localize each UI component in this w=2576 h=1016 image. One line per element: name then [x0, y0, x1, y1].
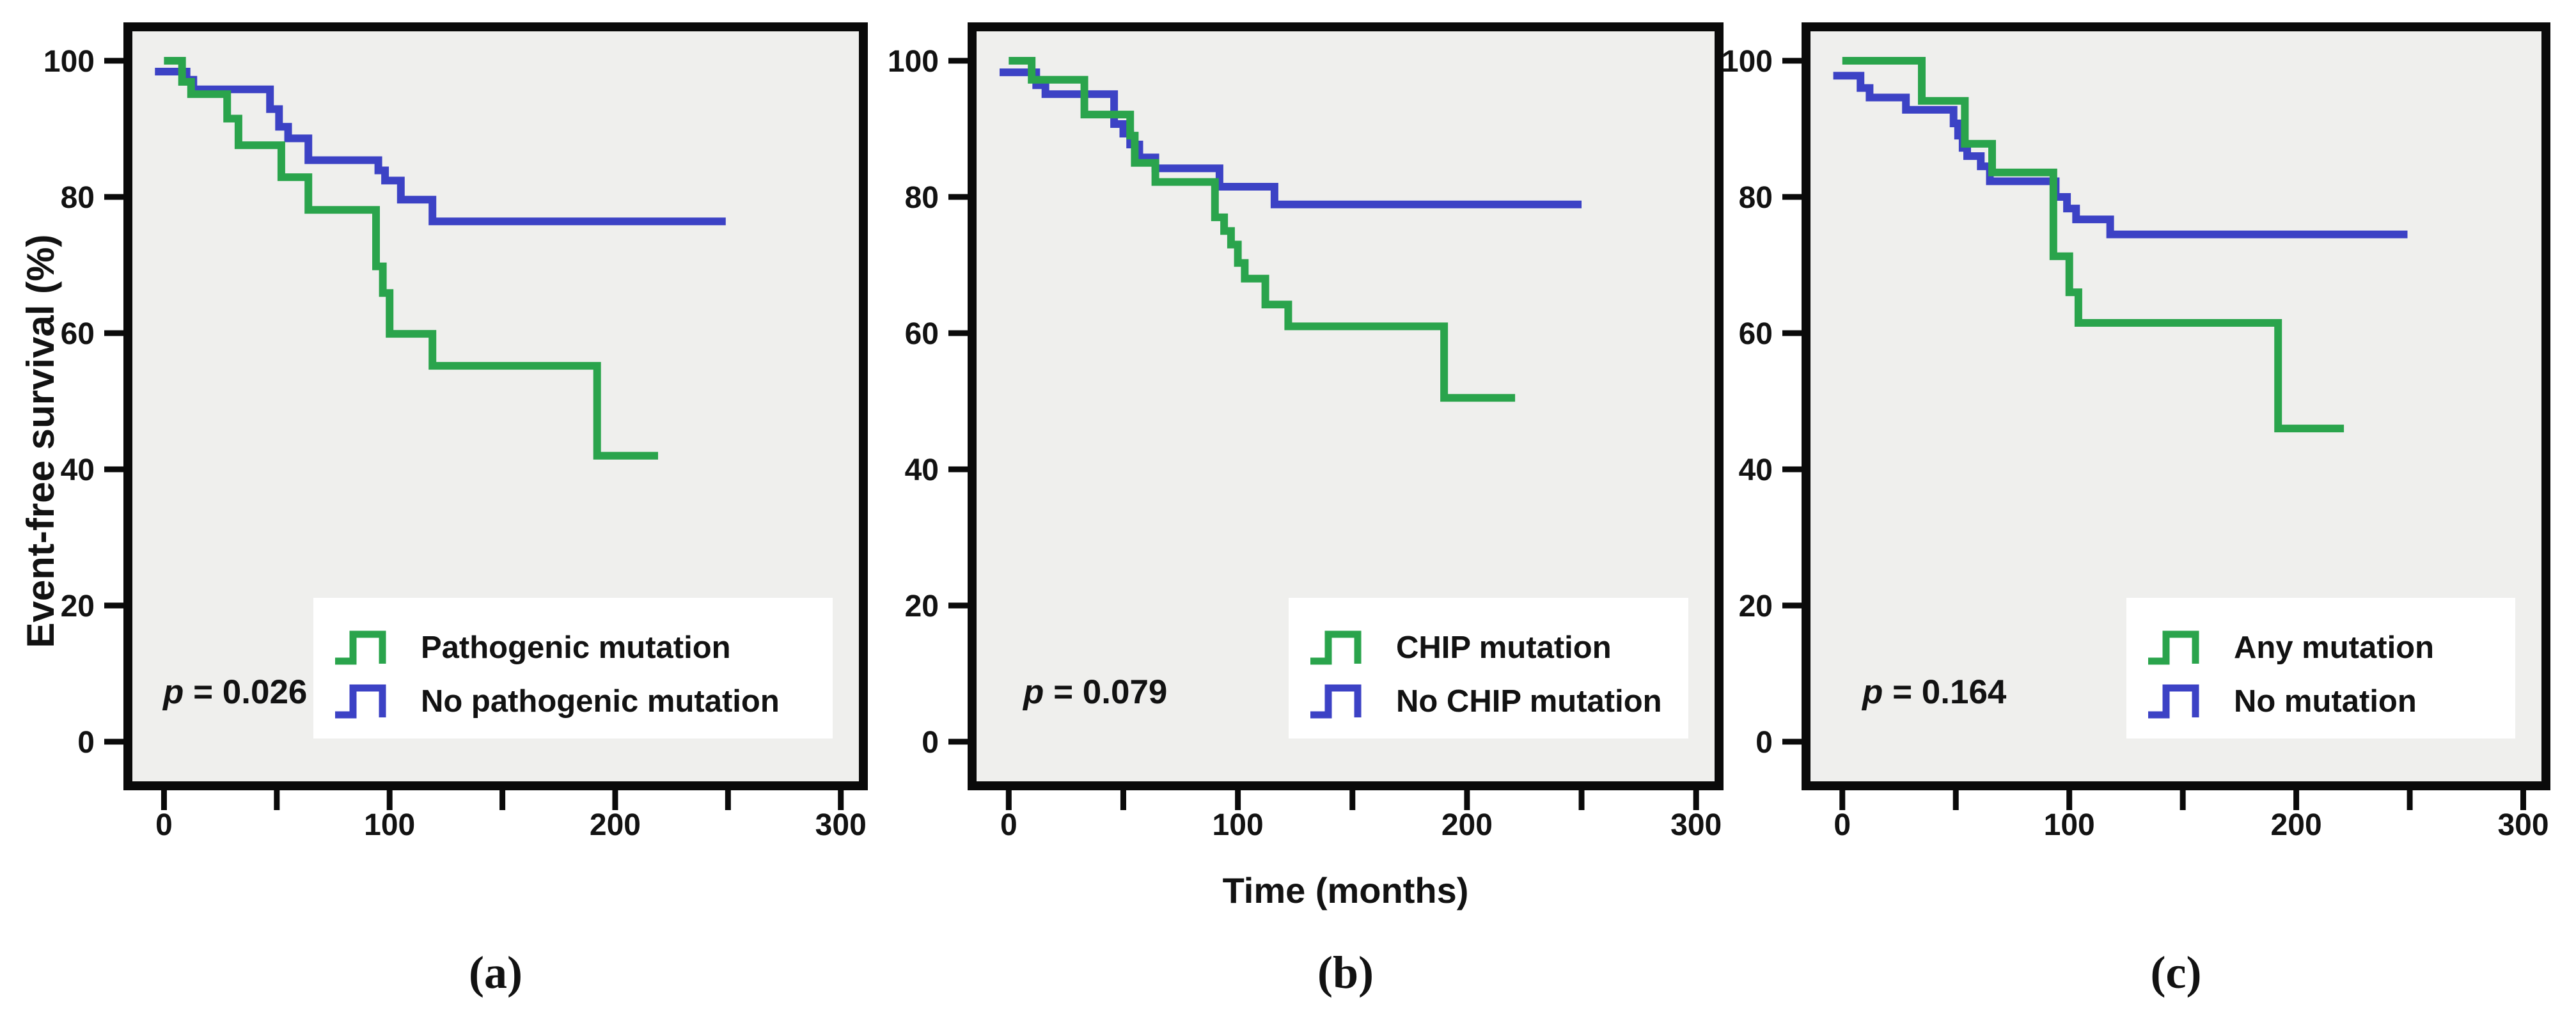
- legend-step-icon-green: [1310, 630, 1362, 665]
- legend: CHIP mutation No CHIP mutation: [1289, 598, 1688, 739]
- y-tick-label: 0: [1755, 726, 1773, 760]
- x-tick-label: 0: [1834, 808, 1851, 842]
- legend-label: No pathogenic mutation: [421, 684, 780, 719]
- y-tick-label: 40: [1739, 453, 1773, 487]
- p-value: p = 0.079: [1022, 673, 1167, 711]
- survival-curve-green: [164, 57, 658, 460]
- legend-box: [2126, 598, 2515, 739]
- plot-frame: [1802, 22, 2550, 790]
- x-tick-label: 100: [1213, 808, 1264, 842]
- x-axis: 0 100 200 300: [1834, 790, 2549, 842]
- y-tick-label: 0: [77, 726, 95, 760]
- x-tick-label: 300: [1670, 808, 1722, 842]
- plot-frame: [123, 22, 868, 790]
- survival-curve-green: [1842, 57, 2344, 433]
- x-tick-label: 200: [2271, 808, 2322, 842]
- legend-label: CHIP mutation: [1396, 630, 1612, 665]
- survival-curve-green: [1009, 57, 1516, 402]
- y-axis: 0 20 40 60 80 100: [43, 45, 124, 760]
- panel-label: (a): [469, 947, 522, 998]
- panel-b: 0 100 200 300 0 20 40 60 80 100 p = 0.079 CHIP muta…: [888, 22, 1724, 998]
- y-tick-label: 0: [922, 726, 939, 760]
- y-tick-label: 80: [61, 181, 95, 215]
- x-tick-label: 300: [815, 808, 867, 842]
- legend-label: No CHIP mutation: [1396, 684, 1662, 719]
- panel-label: (b): [1317, 947, 1374, 998]
- x-axis-title: Time (months): [1223, 870, 1469, 910]
- p-value: p = 0.164: [1861, 673, 2007, 711]
- y-tick-label: 80: [905, 181, 939, 215]
- y-tick-label: 100: [1722, 45, 1773, 79]
- x-axis: 0 100 200 300: [155, 790, 867, 842]
- y-axis-title: Event-free survival (%): [19, 235, 62, 648]
- legend-step-icon-green: [2148, 630, 2199, 665]
- legend: Any mutation No mutation: [2126, 598, 2515, 739]
- x-tick-label: 200: [1441, 808, 1493, 842]
- p-value: p = 0.026: [162, 673, 307, 711]
- y-axis: 0 20 40 60 80 100: [1722, 45, 1802, 760]
- legend-label: No mutation: [2234, 684, 2417, 719]
- y-tick-label: 40: [61, 453, 95, 487]
- y-tick-label: 60: [61, 317, 95, 351]
- y-tick-label: 100: [888, 45, 939, 79]
- y-tick-label: 40: [905, 453, 939, 487]
- x-tick-label: 100: [2044, 808, 2095, 842]
- x-tick-label: 0: [155, 808, 173, 842]
- x-tick-label: 300: [2497, 808, 2549, 842]
- legend-step-icon-blue: [2148, 684, 2199, 719]
- legend-label: Pathogenic mutation: [421, 630, 731, 665]
- panel-label: (c): [2151, 947, 2202, 998]
- y-tick-label: 60: [1739, 317, 1773, 351]
- plot-frame: [968, 22, 1724, 790]
- y-tick-label: 100: [43, 45, 95, 79]
- legend: Pathogenic mutation No pathogenic mutatio…: [313, 598, 833, 739]
- legend-step-icon-green: [335, 630, 386, 665]
- panel-c: 0 100 200 300 0 20 40 60 80 100 p = 0.164 Any mutat…: [1722, 22, 2550, 998]
- y-axis: 0 20 40 60 80 100: [888, 45, 968, 760]
- y-tick-label: 20: [1739, 590, 1773, 623]
- y-tick-label: 20: [905, 590, 939, 623]
- legend-label: Any mutation: [2234, 630, 2434, 665]
- x-axis: 0 100 200 300: [1000, 790, 1722, 842]
- x-tick-label: 0: [1000, 808, 1017, 842]
- y-tick-label: 80: [1739, 181, 1773, 215]
- x-tick-label: 100: [364, 808, 415, 842]
- legend-box: [313, 598, 833, 739]
- legend-step-icon-blue: [335, 684, 386, 719]
- y-tick-label: 20: [61, 590, 95, 623]
- y-tick-label: 60: [905, 317, 939, 351]
- survival-curve-blue: [1833, 72, 2408, 238]
- x-tick-label: 200: [590, 808, 641, 842]
- legend-step-icon-blue: [1310, 684, 1362, 719]
